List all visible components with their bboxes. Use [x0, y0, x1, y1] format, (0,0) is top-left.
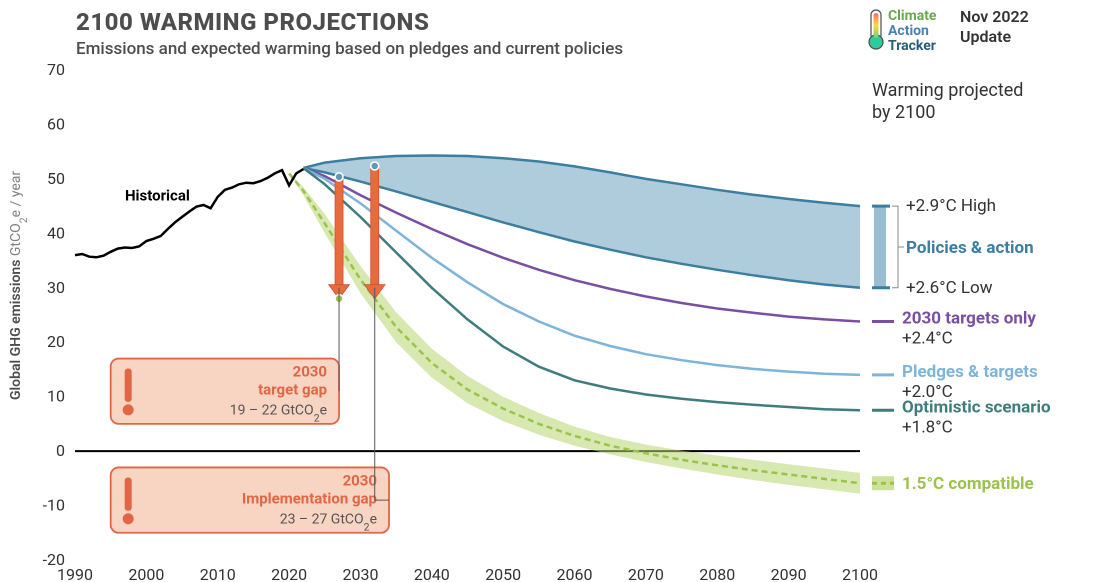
- x-tick: 2090: [771, 565, 807, 582]
- y-tick: 10: [47, 387, 65, 406]
- legend-policies-bar: [874, 206, 886, 288]
- chart-title: 2100 WARMING PROJECTIONS: [76, 8, 429, 36]
- x-tick: 2010: [200, 565, 236, 582]
- y-tick: 50: [47, 169, 65, 188]
- warming-projections-chart: 2100 WARMING PROJECTIONS Emissions and ex…: [0, 0, 1110, 582]
- x-tick: 2100: [842, 565, 878, 582]
- legend-title-2: by 2100: [872, 102, 935, 123]
- policies-band: [303, 156, 860, 288]
- brand-text-3: Tracker: [888, 38, 936, 54]
- y-axis-label: Global GHG emissions GtCO2e / year: [8, 171, 30, 400]
- y-tick: -10: [43, 496, 65, 515]
- gap-callout: 2030target gap19 – 22 GtCO2e: [111, 288, 339, 424]
- x-tick: 2070: [628, 565, 664, 582]
- callout-title-1: 2030: [343, 471, 377, 489]
- legend-title-1: Warming projected: [872, 80, 1023, 101]
- x-tick: 2030: [342, 565, 378, 582]
- historical-line: [75, 169, 303, 257]
- y-tick: 20: [47, 332, 65, 351]
- callout-title-2: target gap: [258, 381, 327, 399]
- update-date: Nov 2022: [960, 7, 1029, 26]
- chart-subtitle: Emissions and expected warming based on …: [76, 39, 623, 59]
- x-tick: 2060: [557, 565, 593, 582]
- legend-value: +2.4°C: [902, 329, 953, 349]
- update-label: Update: [960, 27, 1011, 46]
- y-tick: 60: [47, 114, 65, 133]
- x-tick: 2080: [699, 565, 735, 582]
- x-tick: 2000: [128, 565, 164, 582]
- x-tick: 2040: [414, 565, 450, 582]
- y-tick: 30: [47, 278, 65, 297]
- brand-text-1: Climate: [888, 8, 937, 24]
- legend-policies-high: +2.9°C High: [906, 196, 996, 216]
- historical-label: Historical: [125, 187, 190, 205]
- legend-compatible-name: 1.5°C compatible: [902, 474, 1034, 494]
- callout-title-1: 2030: [293, 363, 327, 381]
- x-tick: 2020: [271, 565, 307, 582]
- y-tick: 0: [56, 441, 65, 460]
- chart-container: { "title": "2100 WARMING PROJECTIONS", "…: [0, 0, 1110, 582]
- legend-name: 2030 targets only: [902, 309, 1036, 329]
- x-tick: 2050: [485, 565, 521, 582]
- legend-value: +1.8°C: [902, 417, 953, 437]
- legend-policies-low: +2.6°C Low: [906, 278, 993, 298]
- legend-name: Optimistic scenario: [902, 397, 1051, 417]
- y-tick: 70: [47, 60, 65, 79]
- brand-text-2: Action: [888, 23, 929, 39]
- legend-policies-name: Policies & action: [906, 238, 1034, 258]
- y-tick: 40: [47, 223, 65, 242]
- callout-title-2: Implementation gap: [242, 489, 377, 507]
- legend-name: Pledges & targets: [902, 362, 1038, 382]
- brand-logo: ClimateActionTracker: [869, 8, 937, 54]
- x-tick: 1990: [57, 565, 93, 582]
